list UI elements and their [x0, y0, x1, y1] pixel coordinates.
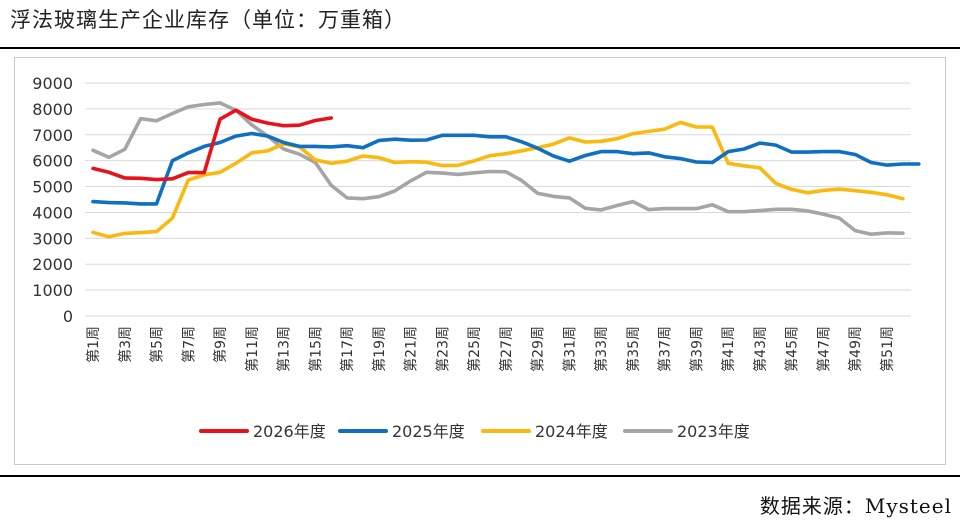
- y-tick-label: 7000: [32, 126, 73, 145]
- x-tick-label: 第37周: [657, 326, 674, 372]
- x-tick-label: 第21周: [403, 326, 420, 372]
- x-tick-label: 第51周: [879, 326, 896, 372]
- x-tick-label: 第7周: [180, 326, 197, 363]
- series-line-2025年度: [91, 131, 921, 206]
- bottom-rule: [0, 475, 960, 477]
- x-tick-label: 第35周: [625, 326, 642, 372]
- y-tick-label: 5000: [32, 178, 73, 197]
- chart-title: 浮法玻璃生产企业库存（单位：万重箱）: [10, 8, 406, 32]
- x-tick-label: 第33周: [593, 326, 610, 372]
- x-tick-label: 第25周: [466, 326, 483, 372]
- x-tick-label: 第23周: [434, 326, 451, 372]
- legend-label: 2026年度: [253, 422, 326, 441]
- y-tick-label: 8000: [32, 100, 73, 119]
- data-source: 数据来源：Mysteel: [759, 494, 952, 518]
- y-tick-label: 4000: [32, 203, 73, 222]
- y-tick-label: 0: [63, 307, 73, 326]
- y-tick-label: 2000: [32, 255, 73, 274]
- x-tick-label: 第13周: [276, 326, 293, 372]
- x-tick-label: 第1周: [85, 326, 102, 363]
- x-tick-label: 第19周: [371, 326, 388, 372]
- x-tick-label: 第45周: [784, 326, 801, 372]
- x-tick-label: 第43周: [752, 326, 769, 372]
- legend-label: 2024年度: [535, 422, 608, 441]
- x-tick-label: 第47周: [815, 326, 832, 372]
- y-tick-label: 3000: [32, 229, 73, 248]
- x-tick-label: 第31周: [561, 326, 578, 372]
- legend-label: 2025年度: [392, 422, 465, 441]
- x-tick-label: 第29周: [530, 326, 547, 372]
- x-tick-label: 第9周: [212, 326, 229, 363]
- x-tick-label: 第27周: [498, 326, 515, 372]
- y-tick-label: 6000: [32, 152, 73, 171]
- y-tick-label: 1000: [32, 281, 73, 300]
- line-chart: 0 1000 2000 3000 4000 5000 6000 7000 8000 9000 第1周…: [32, 74, 921, 441]
- top-rule: [0, 47, 960, 49]
- x-tick-label: 第41周: [720, 326, 737, 372]
- y-tick-label: 9000: [32, 74, 73, 93]
- series-line-2024年度: [91, 120, 905, 239]
- x-tick-label: 第49周: [847, 326, 864, 372]
- x-tick-label: 第39周: [688, 326, 705, 372]
- x-tick-label: 第15周: [307, 326, 324, 372]
- chart-frame: 0 1000 2000 3000 4000 5000 6000 7000 8000 9000 第1周…: [14, 57, 946, 465]
- x-tick-label: 第11周: [244, 326, 261, 372]
- x-tick-label: 第3周: [117, 326, 134, 363]
- series-line-2023年度: [91, 101, 905, 236]
- legend-label: 2023年度: [677, 422, 750, 441]
- x-tick-label: 第17周: [339, 326, 356, 372]
- x-tick-label: 第5周: [149, 326, 166, 363]
- series-line-2026年度: [91, 108, 334, 182]
